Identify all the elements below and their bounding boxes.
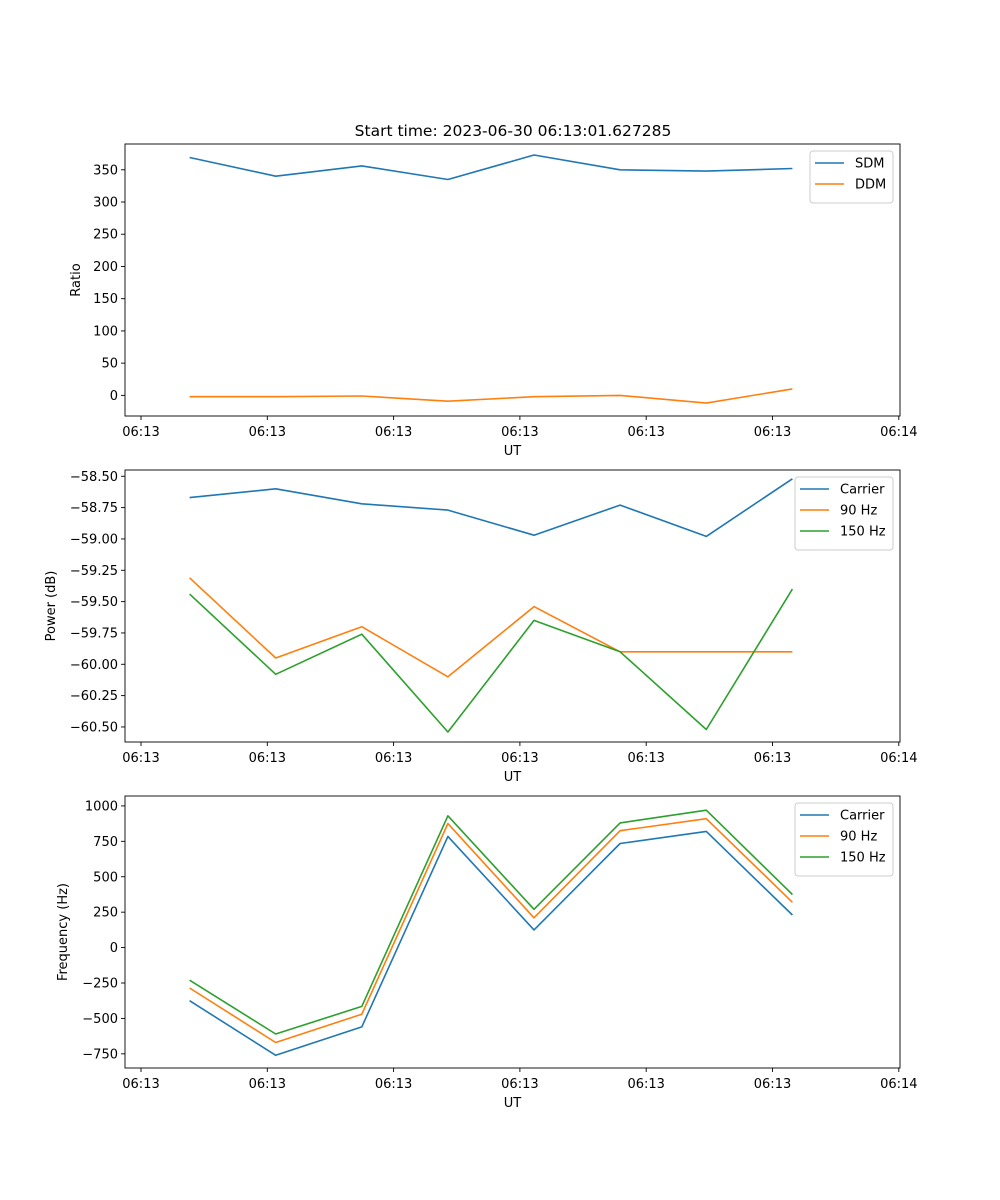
legend: SDM DDM	[809, 150, 894, 204]
y-tick-label: 500	[93, 870, 118, 885]
chart-panel-3: 06:13 06:13 06:13 06:13 06:13 06:13 06:14 −750 −…	[56, 795, 918, 1111]
legend-label: 90 Hz	[840, 504, 877, 519]
y-tick-label: 350	[93, 163, 118, 178]
x-tick-label: 06:13	[375, 751, 412, 766]
x-tick-label: 06:13	[249, 751, 286, 766]
y-tick-label: −60.25	[70, 689, 118, 704]
x-tick-label: 06:14	[880, 425, 917, 440]
x-tick-label: 06:13	[375, 425, 412, 440]
legend-label: 150 Hz	[840, 525, 886, 540]
chart-panel-2: 06:13 06:13 06:13 06:13 06:13 06:13 06:14 −58.5…	[44, 469, 918, 785]
series-line-90-hz	[189, 577, 793, 678]
figure-title: Start time: 2023-06-30 06:13:01.627285	[355, 122, 672, 140]
y-tick-label: −59.00	[70, 532, 118, 547]
legend-label: Carrier	[840, 483, 885, 498]
legend: Carrier 90 Hz 150 Hz	[794, 476, 894, 551]
x-tick-label: 06:14	[880, 1077, 917, 1092]
legend-label: Carrier	[840, 809, 885, 824]
x-tick-label: 06:14	[880, 751, 917, 766]
legend: Carrier 90 Hz 150 Hz	[794, 802, 894, 877]
x-tick-label: 06:13	[754, 751, 791, 766]
series-line-150-hz	[189, 809, 793, 1035]
y-tick-label: −60.50	[70, 720, 118, 735]
y-tick-label: 300	[93, 196, 118, 211]
x-tick-label: 06:13	[754, 1077, 791, 1092]
y-tick-label: −58.50	[70, 470, 118, 485]
legend-box	[809, 150, 894, 204]
y-tick-label: −750	[82, 1047, 118, 1062]
x-tick-label: 06:13	[627, 751, 664, 766]
chart-panel-1: 06:13 06:13 06:13 06:13 06:13 06:13 06:14 0 50 10…	[69, 143, 918, 459]
x-tick-label: 06:13	[122, 425, 159, 440]
y-tick-label: −59.25	[70, 564, 118, 579]
y-tick-label: −60.00	[70, 658, 118, 673]
plot-frame	[124, 795, 901, 1069]
x-tick-label: 06:13	[754, 425, 791, 440]
y-tick-label: 0	[110, 941, 118, 956]
y-tick-label: 50	[101, 357, 118, 372]
x-tick-label: 06:13	[249, 1077, 286, 1092]
y-tick-label: −250	[82, 977, 118, 992]
series-line-sdm	[189, 154, 793, 181]
x-tick-label: 06:13	[249, 425, 286, 440]
y-axis-label: Frequency (Hz)	[56, 883, 71, 981]
y-tick-label: 250	[93, 228, 118, 243]
x-tick-label: 06:13	[122, 1077, 159, 1092]
x-tick-label: 06:13	[375, 1077, 412, 1092]
legend-label: 150 Hz	[840, 851, 886, 866]
x-axis-label: UT	[504, 444, 522, 459]
series-line-ddm	[189, 388, 793, 404]
x-tick-label: 06:13	[501, 751, 538, 766]
series-line-carrier	[189, 830, 793, 1057]
legend-label: SDM	[855, 157, 884, 172]
legend-label: DDM	[855, 178, 886, 193]
series-line-90-hz	[189, 817, 793, 1044]
x-tick-label: 06:13	[501, 1077, 538, 1092]
legend-label: 90 Hz	[840, 830, 877, 845]
y-tick-label: 100	[93, 324, 118, 339]
y-axis-label: Power (dB)	[44, 571, 59, 642]
y-axis-label: Ratio	[69, 263, 84, 296]
series-line-carrier	[189, 478, 793, 538]
y-tick-label: 750	[93, 835, 118, 850]
plot-frame	[124, 469, 901, 743]
y-tick-label: 200	[93, 260, 118, 275]
y-tick-label: −59.75	[70, 626, 118, 641]
y-tick-label: 1000	[85, 799, 118, 814]
x-tick-label: 06:13	[627, 1077, 664, 1092]
y-tick-label: −58.75	[70, 501, 118, 516]
plot-frame	[124, 143, 901, 417]
y-tick-label: −500	[82, 1012, 118, 1027]
x-tick-label: 06:13	[122, 751, 159, 766]
x-tick-label: 06:13	[501, 425, 538, 440]
x-axis-label: UT	[504, 1096, 522, 1111]
y-tick-label: 0	[110, 389, 118, 404]
series-line-150-hz	[189, 588, 794, 733]
y-tick-label: 250	[93, 906, 118, 921]
y-tick-label: −59.50	[70, 595, 118, 610]
x-axis-label: UT	[504, 770, 522, 785]
y-tick-label: 150	[93, 292, 118, 307]
x-tick-label: 06:13	[627, 425, 664, 440]
